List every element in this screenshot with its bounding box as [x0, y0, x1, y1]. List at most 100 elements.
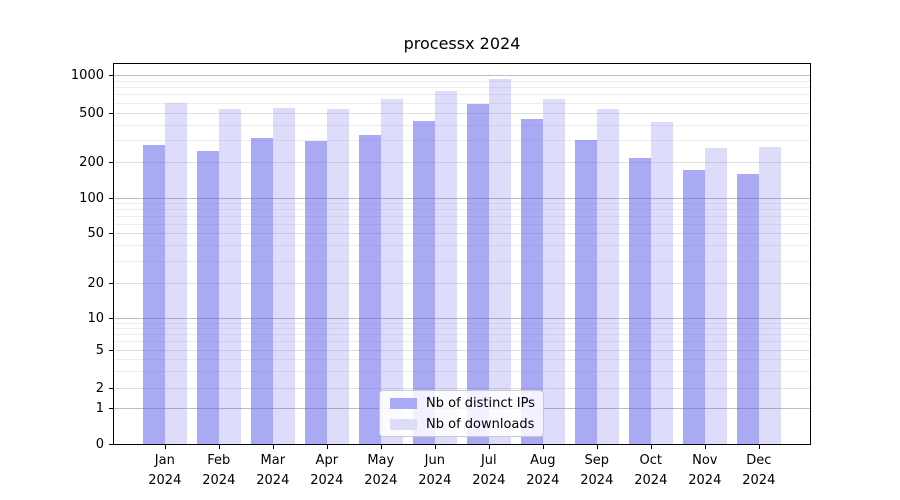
gridline-8	[114, 328, 810, 329]
y-tick-mark-500	[109, 113, 113, 114]
gridline-10	[114, 318, 810, 319]
y-tick-label-20: 20	[87, 276, 104, 291]
y-tick-mark-10	[109, 318, 113, 319]
legend-item-downloads: Nb of downloads	[390, 416, 535, 432]
x-tick-year: 2024	[688, 472, 722, 488]
x-tick-month: Aug	[530, 453, 556, 468]
x-tick-year: 2024	[580, 472, 614, 488]
bar-distinct-ips-mar	[251, 138, 273, 444]
legend-swatch-downloads	[390, 418, 417, 430]
bar-downloads-jan	[164, 102, 187, 444]
y-tick-label-1000: 1000	[70, 68, 104, 83]
x-tick-year: 2024	[472, 472, 506, 488]
gridline-50	[114, 233, 810, 234]
bar-distinct-ips-oct	[629, 158, 651, 444]
bar-downloads-feb	[218, 108, 241, 444]
x-tick-mark-aug	[542, 445, 544, 449]
bar-downloads-jun	[434, 90, 457, 444]
bar-downloads-apr	[326, 109, 349, 444]
x-tick-year: 2024	[256, 472, 290, 488]
y-tick-label-1: 1	[95, 401, 104, 416]
gridline-40	[114, 245, 810, 246]
legend-label-distinct-ips: Nb of distinct IPs	[426, 395, 535, 411]
x-tick-mark-jul	[488, 445, 490, 449]
gridline-500	[114, 113, 810, 114]
x-tick-year: 2024	[148, 472, 182, 488]
y-tick-mark-1	[109, 408, 113, 409]
gridline-2	[114, 388, 810, 389]
legend: Nb of distinct IPs Nb of downloads	[379, 390, 544, 437]
bar-downloads-oct	[650, 121, 673, 444]
gridline-3	[114, 371, 810, 372]
x-tick-month: Dec	[746, 453, 772, 468]
bar-distinct-ips-jan	[143, 144, 165, 444]
bar-downloads-mar	[272, 107, 295, 444]
x-tick-mark-jun	[434, 445, 436, 449]
x-tick-month: Sep	[584, 453, 610, 468]
y-tick-mark-20	[109, 283, 113, 284]
x-tick-label-jun: Jun 2024	[407, 451, 463, 490]
bar-distinct-ips-may	[359, 134, 381, 444]
bar-downloads-aug	[542, 99, 565, 444]
gridline-800	[114, 87, 810, 88]
legend-swatch-distinct-ips	[390, 397, 417, 409]
gridline-7	[114, 334, 810, 335]
gridline-6	[114, 341, 810, 342]
y-tick-label-500: 500	[79, 106, 104, 121]
bar-distinct-ips-feb	[197, 151, 219, 444]
gridline-80	[114, 209, 810, 210]
gridline-30	[114, 261, 810, 262]
x-tick-month: Jun	[424, 453, 445, 468]
x-tick-month: Feb	[207, 453, 231, 468]
gridline-100	[114, 198, 810, 199]
bar-downloads-sep	[596, 108, 619, 444]
x-tick-label-aug: Aug 2024	[515, 451, 571, 490]
legend-label-downloads: Nb of downloads	[426, 416, 535, 432]
x-tick-label-dec: Dec 2024	[731, 451, 787, 490]
y-tick-mark-50	[109, 233, 113, 234]
y-tick-label-100: 100	[79, 191, 104, 206]
x-tick-mark-jan	[164, 445, 166, 449]
x-tick-label-jan: Jan 2024	[137, 451, 193, 490]
x-tick-mark-mar	[272, 445, 274, 449]
gridline-90	[114, 203, 810, 204]
y-tick-label-2: 2	[95, 381, 104, 396]
x-tick-year: 2024	[310, 472, 344, 488]
y-tick-label-10: 10	[87, 311, 104, 326]
x-tick-year: 2024	[742, 472, 776, 488]
gridline-300	[114, 140, 810, 141]
x-tick-mark-oct	[650, 445, 652, 449]
x-tick-month: Jan	[154, 453, 175, 468]
x-tick-label-may: May 2024	[353, 451, 409, 490]
bar-distinct-ips-jun	[413, 121, 435, 444]
y-tick-mark-200	[109, 162, 113, 163]
x-tick-label-nov: Nov 2024	[677, 451, 733, 490]
gridline-600	[114, 103, 810, 104]
bar-downloads-jul	[488, 78, 511, 444]
x-tick-label-sep: Sep 2024	[569, 451, 625, 490]
gridline-400	[114, 125, 810, 126]
y-tick-mark-100	[109, 198, 113, 199]
y-tick-mark-5	[109, 350, 113, 351]
gridline-4	[114, 359, 810, 360]
bar-distinct-ips-jul	[467, 103, 489, 444]
x-tick-year: 2024	[526, 472, 560, 488]
x-tick-mark-sep	[596, 445, 598, 449]
x-tick-month: Jul	[480, 453, 497, 468]
gridline-9	[114, 323, 810, 324]
x-tick-mark-dec	[758, 445, 760, 449]
bar-distinct-ips-sep	[575, 140, 597, 444]
x-tick-year: 2024	[418, 472, 452, 488]
x-tick-mark-nov	[704, 445, 706, 449]
bar-distinct-ips-aug	[521, 119, 543, 444]
x-tick-month: Nov	[692, 453, 718, 468]
x-tick-month: Apr	[315, 453, 339, 468]
x-tick-mark-apr	[326, 445, 328, 449]
bar-downloads-nov	[704, 147, 727, 444]
gridline-60	[114, 224, 810, 225]
gridline-20	[114, 283, 810, 284]
y-tick-label-200: 200	[79, 155, 104, 170]
x-tick-label-oct: Oct 2024	[623, 451, 679, 490]
x-tick-year: 2024	[634, 472, 668, 488]
